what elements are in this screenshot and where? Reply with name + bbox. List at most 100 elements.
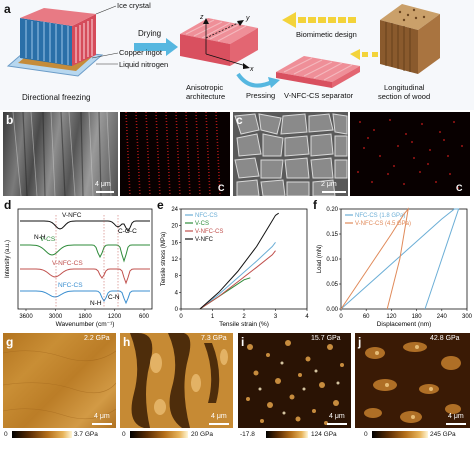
panel-j-modulus-value: 42.8 GPa [430, 335, 460, 342]
panel-h-cbar-max: 20 GPa [191, 431, 214, 438]
chart-e-ylabel: Tensile stress (MPa) [161, 232, 167, 286]
panel-i-cbar-max: 124 GPa [311, 431, 337, 438]
chart-f-legend-label: NFC-CS (1.8 GPa) [355, 213, 405, 219]
chart-f-xtick-label: 180 [412, 314, 423, 320]
panel-d-series-label: V-NFC [62, 212, 82, 219]
drying-arrow [134, 38, 178, 56]
panel-j-colorbar [372, 431, 428, 438]
chart-f-ytick-label: 0.05 [326, 282, 338, 288]
axis-y-label: y [246, 15, 250, 22]
chart-e-legend-label: NFC-CS [195, 213, 218, 219]
panel-d-series-1 [20, 244, 150, 263]
panel-i-scale-bar [327, 423, 347, 425]
ice-crystal-block [20, 18, 72, 66]
panel-d-xtick-label: 1200 [108, 314, 122, 320]
panel-d-series-label: V-NFC-CS [52, 260, 83, 267]
panel-a: a Ice crystal Copper ingot Liquid nitrog… [0, 0, 474, 110]
panel-b-scale-bar [96, 191, 114, 193]
panel-d-annotation: C-N [108, 294, 120, 301]
panel-h-modulus-value: 7.3 GPa [201, 335, 227, 342]
liquid-nitrogen-label: Liquid nitrogen [119, 60, 169, 69]
panel-i-modulus-map [238, 333, 351, 428]
panel-c-scale-text: 2 μm [321, 181, 337, 188]
panel-c-scale-bar [322, 191, 346, 193]
chart-e-series-0 [199, 241, 276, 310]
chart-f-xtick-label: 120 [386, 314, 397, 320]
drying-label: Drying [138, 29, 162, 38]
panel-i-colorbar [266, 431, 308, 438]
panel-d-label: d [4, 198, 12, 212]
chart-e-xlabel: Tensile strain (%) [219, 321, 269, 328]
panel-d-annotation: N-H [34, 234, 46, 241]
panel-j-scale-bar [446, 423, 466, 425]
panel-d-series-label: NFC-CS [58, 282, 83, 289]
panel-d-chart: 3600 3000 1800 1200 600 Wavenumber (cm⁻¹) Inte… [5, 208, 153, 328]
chart-f-xtick-label: 240 [437, 314, 448, 320]
copper-ingot-label: Copper ingot [119, 48, 162, 57]
panel-d-xlabel: Wavenumber (cm⁻¹) [56, 321, 115, 328]
panel-g-scale-bar [92, 423, 112, 425]
chart-f-series-0 [340, 208, 460, 310]
directional-freezing-label: Directional freezing [22, 93, 91, 102]
chart-e-ytick-label: 24 [171, 207, 178, 213]
anisotropic-label: Anisotropic [186, 83, 224, 92]
panel-d-annotation: N-H [90, 300, 102, 307]
panel-g-cbar-min: 0 [4, 431, 8, 438]
chart-f-ytick-label: 0.10 [326, 257, 338, 263]
chart-e-xtick-label: 2 [242, 314, 246, 320]
chart-f-xtick-label: 300 [462, 314, 473, 320]
panel-j-label: j [358, 335, 362, 349]
panel-b-sem-image [3, 112, 118, 196]
panel-g-modulus-value: 2.2 GPa [84, 335, 110, 342]
panel-c-c-map [350, 112, 470, 196]
chart-f-series-1 [340, 207, 409, 310]
wood-block [380, 4, 440, 30]
panel-g-label: g [6, 335, 14, 349]
panel-i-scale-text: 4 μm [329, 413, 345, 420]
panel-b-scale-text: 4 μm [95, 181, 111, 188]
panel-g-modulus-map [3, 333, 116, 428]
panel-i-cbar-min: -17.8 [240, 431, 255, 438]
longitudinal-label: Longitudinal [384, 83, 425, 92]
panel-d-series-0 [20, 220, 150, 232]
panel-b-c-map [120, 112, 230, 196]
panel-h-cbar-min: 0 [122, 431, 126, 438]
chart-e-legend-label: V-CS [195, 221, 209, 227]
panel-b-label: b [6, 113, 14, 127]
architecture-label: architecture [186, 92, 226, 101]
chart-e-legend-label: V-NFC-CS [195, 229, 223, 235]
biomimetic-arrow [282, 12, 356, 28]
panel-g-cbar-max: 3.7 GPa [74, 431, 98, 438]
chart-e-xtick-label: 0 [179, 314, 183, 320]
panel-j-scale-text: 4 μm [448, 413, 464, 420]
panel-h-label: h [123, 335, 131, 349]
panel-g-scale-text: 4 μm [94, 413, 110, 420]
panel-c-sem-image [233, 112, 348, 196]
chart-e-ytick-label: 20 [171, 224, 178, 230]
chart-f-ytick-label: 0.20 [326, 207, 338, 213]
separator-label: V-NFC-CS separator [284, 91, 354, 100]
panel-f-label: f [313, 198, 317, 212]
panel-h-modulus-map [120, 333, 233, 428]
panel-h-scale-text: 4 μm [211, 413, 227, 420]
chart-f-legend-label: V-NFC-CS (4.5 GPa) [355, 221, 411, 227]
chart-f-xtick-label: 60 [363, 314, 370, 320]
axis-x-label: x [250, 66, 254, 73]
panel-j-cbar-max: 245 GPa [430, 431, 456, 438]
panel-d-series-2 [20, 268, 150, 285]
panel-i-modulus-value: 15.7 GPa [311, 335, 341, 342]
chart-e-ytick-label: 8 [175, 274, 179, 280]
panel-c-element-tag: C [456, 183, 463, 193]
section-of-wood-label: section of wood [378, 92, 431, 101]
pressing-arrow [268, 77, 280, 88]
chart-f-xtick-label: 0 [339, 314, 343, 320]
chart-e-legend-label: V-NFC [195, 237, 214, 243]
pressing-label: Pressing [246, 91, 276, 100]
chart-e-xtick-label: 3 [274, 314, 278, 320]
chart-e-xtick-label: 4 [305, 314, 309, 320]
chart-f-ylabel: Load (mN) [317, 245, 323, 273]
chart-f-ytick-label: 0.15 [326, 232, 338, 238]
panel-d-series-label: V-CS [40, 236, 56, 243]
chart-e-series-2 [199, 250, 276, 310]
axis-z-label: z [200, 14, 204, 21]
